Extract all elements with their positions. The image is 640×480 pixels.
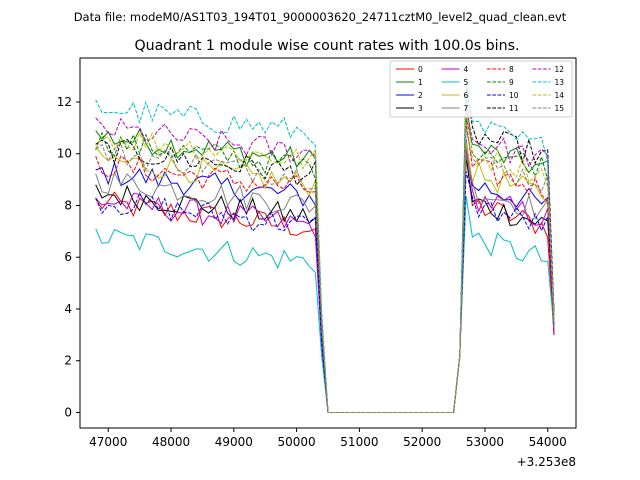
series-line-10	[95, 171, 555, 413]
series-line-8	[95, 121, 555, 413]
legend-label-8: 8	[509, 65, 514, 74]
legend-label-13: 13	[555, 78, 565, 87]
series-line-14	[95, 111, 555, 413]
legend-label-12: 12	[555, 65, 565, 74]
series-line-15	[95, 128, 555, 413]
y-tick-label: 10	[57, 147, 72, 161]
legend-label-2: 2	[418, 91, 423, 100]
y-tick-label: 6	[64, 250, 72, 264]
x-tick-label: 54000	[529, 435, 567, 449]
legend-label-3: 3	[418, 104, 423, 113]
x-tick-label: 50000	[278, 435, 316, 449]
series-line-2	[95, 139, 555, 413]
series-line-11	[95, 85, 555, 413]
legend-label-7: 7	[464, 104, 469, 113]
series-line-4	[95, 147, 555, 413]
y-tick-label: 8	[64, 198, 72, 212]
legend-label-1: 1	[418, 78, 423, 87]
y-tick-label: 12	[57, 95, 72, 109]
legend-label-14: 14	[555, 91, 565, 100]
x-tick-label: 49000	[215, 435, 253, 449]
legend-label-15: 15	[555, 104, 565, 113]
series-line-12	[95, 107, 555, 413]
plot-series-group	[95, 76, 555, 413]
legend-label-6: 6	[464, 91, 469, 100]
chart-suptitle: Data file: modeM0/AS1T03_194T01_90000036…	[74, 10, 567, 24]
x-tick-label: 47000	[89, 435, 127, 449]
series-line-13	[95, 76, 555, 413]
legend-label-11: 11	[509, 104, 519, 113]
y-tick-label: 0	[64, 405, 72, 419]
y-tick-label: 4	[64, 302, 72, 316]
x-tick-label: 53000	[466, 435, 504, 449]
x-tick-label: 52000	[403, 435, 441, 449]
legend-label-9: 9	[509, 78, 514, 87]
chart-title: Quadrant 1 module wise count rates with …	[134, 38, 519, 54]
x-axis: 47000 48000 49000 50000 51000 52000 53000 54000	[89, 428, 567, 449]
plot-frame	[79, 57, 577, 429]
series-line-6	[95, 140, 555, 413]
legend-label-0: 0	[418, 65, 423, 74]
x-tick-label: 51000	[340, 435, 378, 449]
legend-label-4: 4	[464, 65, 469, 74]
legend-box	[389, 60, 573, 118]
x-offset-label: +3.253e8	[517, 455, 576, 469]
legend-label-5: 5	[464, 78, 469, 87]
series-line-0	[95, 154, 555, 413]
y-tick-label: 2	[64, 354, 72, 368]
series-line-3	[95, 156, 555, 413]
series-line-5	[95, 195, 555, 413]
y-axis: 0 2 4 6 8 10 12	[57, 95, 80, 419]
x-tick-label: 48000	[152, 435, 190, 449]
legend-label-10: 10	[509, 91, 519, 100]
series-line-9	[95, 95, 555, 413]
